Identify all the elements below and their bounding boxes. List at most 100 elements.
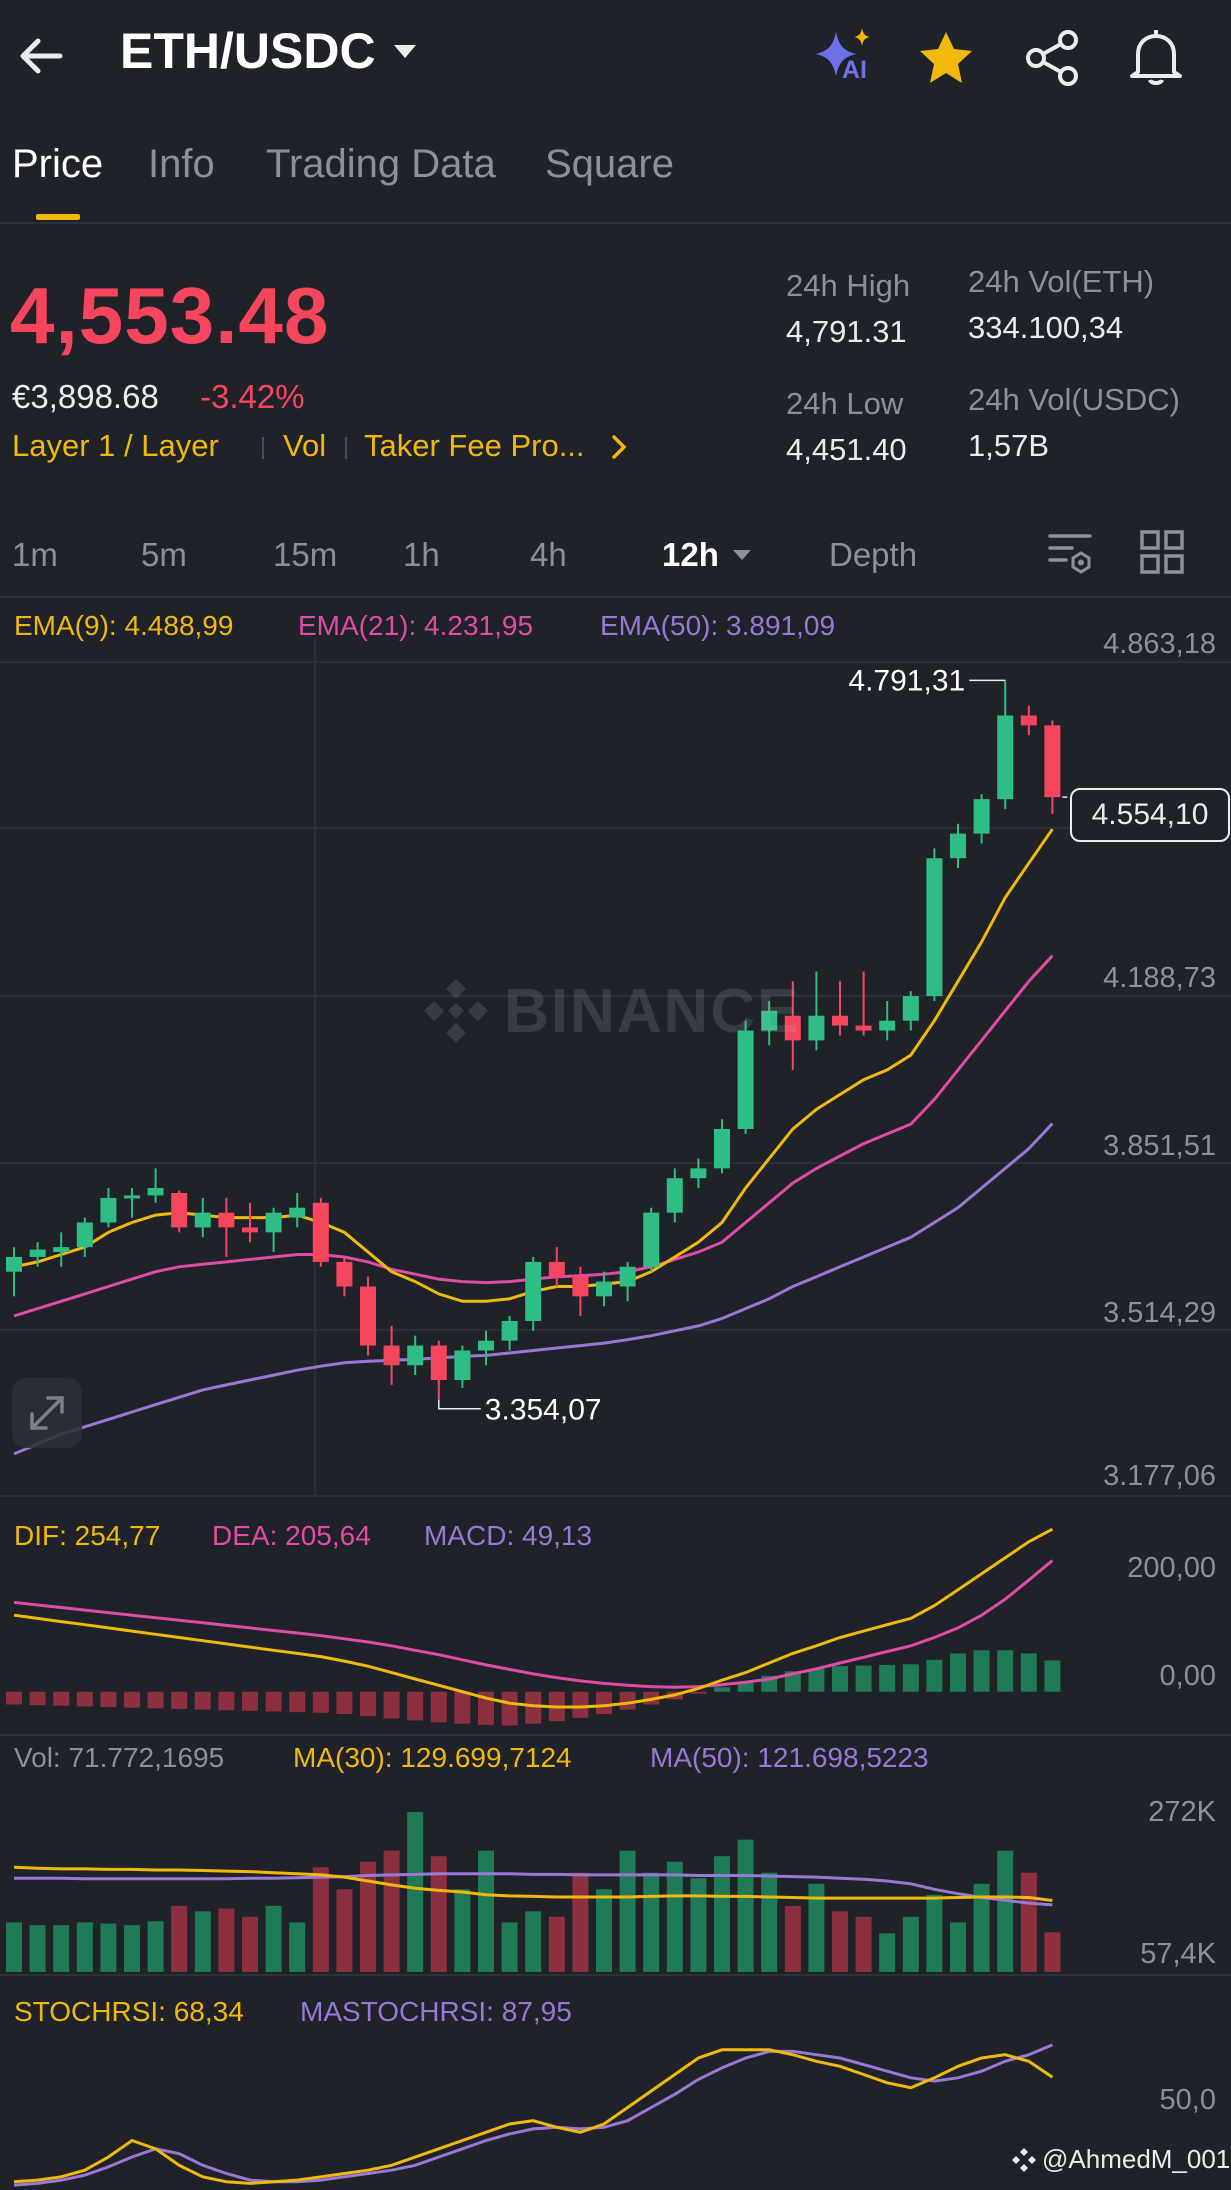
timeframe-15m[interactable]: 15m [273,536,338,573]
candle-body [1020,715,1037,726]
candle-body [289,1207,306,1218]
candle-body [784,1015,801,1041]
candle-body [548,1261,565,1277]
candle-body [360,1286,376,1346]
tag-taker-fee[interactable]: Taker Fee Pro... [364,428,585,463]
layout-button[interactable] [1138,528,1186,576]
stat-high-label: 24h High [786,268,911,303]
timeframe-depth[interactable]: Depth [829,536,918,573]
ma30-value: MA(30): 129.699,7124 [293,1742,572,1773]
volume-bar [950,1922,966,1972]
candle-body [596,1281,612,1297]
macd-histogram-bar [619,1691,636,1710]
ma50-value: MA(50): 121.698,5223 [650,1742,929,1773]
volume-bar [596,1889,612,1972]
favorite-button[interactable] [916,28,976,88]
indicator-settings-button[interactable] [1046,528,1094,576]
tab-square[interactable]: Square [545,142,674,186]
credit-text: @AhmedM_001 [1042,2144,1231,2174]
fiat-price: €3,898.68 [12,378,159,415]
candle-body [383,1345,400,1366]
tab-price[interactable]: Price [12,142,104,186]
star-icon [920,32,972,83]
macd-histogram-bar [926,1659,943,1692]
candle-body [265,1212,282,1233]
volume-bar [926,1894,943,1972]
fullscreen-button[interactable] [12,1378,82,1448]
volume-bar [265,1905,282,1972]
macd-histogram-bar [596,1691,612,1715]
volume-bar [501,1922,518,1972]
volume-bar [478,1850,494,1972]
candle-body [926,858,943,997]
share-icon [1026,30,1078,86]
back-button[interactable] [14,28,70,84]
macd-histogram-bar [1044,1660,1061,1692]
expand-icon [30,1396,64,1430]
binance-mini-icon [1012,2147,1036,2172]
volume-bar [643,1872,660,1972]
last-price-tag[interactable]: 4.554,10 [1070,788,1230,842]
volume-bar [525,1911,542,1972]
share-button[interactable] [1022,28,1082,88]
volume-bar [407,1812,424,1972]
candle-body [666,1178,683,1213]
grid-icon [1140,530,1184,574]
last-price-tag-value: 4.554,10 [1091,798,1209,831]
ema50-value: EMA(50): 3.891,09 [600,610,836,641]
candle-body [29,1249,46,1257]
timeframe-12h-label: 12h [662,536,719,573]
tag-layer[interactable]: Layer 1 / Layer [12,428,219,463]
macd-histogram-bar [430,1691,447,1723]
timeframe-1m[interactable]: 1m [12,536,58,573]
volume-bar [218,1908,235,1972]
candle-body [832,1015,848,1026]
stat-vol-base-value: 334.100,34 [968,310,1124,345]
volume-bar [690,1878,707,1972]
macd-histogram-bar [855,1665,872,1692]
volume-bar [53,1925,70,1972]
ai-sparkle-icon [816,28,870,76]
macd-histogram-bar [997,1650,1014,1692]
timeframe-1h[interactable]: 1h [403,536,440,573]
ma50-line [14,1872,1053,1907]
candle-body [1044,725,1061,798]
dif-value: DIF: 254,77 [14,1520,161,1551]
ema50-line [13,1122,1054,1456]
macd-histogram-bar [124,1691,140,1708]
pair-selector[interactable]: ETH/USDC [120,22,422,80]
macd-histogram-bar [29,1691,46,1706]
macd-histogram-bar [808,1668,825,1692]
ai-button[interactable]: AI [812,26,882,90]
candle-body [525,1261,542,1321]
timeframe-12h[interactable]: 12h [662,536,755,574]
candle-body [53,1247,70,1253]
candle-body [997,715,1014,800]
stat-low-label: 24h Low [786,386,904,421]
tag-separator-2 [345,437,347,459]
tab-info[interactable]: Info [148,142,215,186]
candle-body [76,1222,93,1248]
tab-trading-data[interactable]: Trading Data [266,142,496,186]
tag-vol[interactable]: Vol [283,428,327,463]
candle-body [737,1030,754,1129]
stochrsi-axis-label: 50,0 [1159,2084,1216,2116]
timeframe-5m[interactable]: 5m [141,536,187,573]
volume-bar [312,1867,329,1972]
macd-histogram-bar [194,1691,211,1710]
candle-body [855,1025,872,1031]
volume-bar [194,1911,211,1972]
candle-body [619,1266,636,1287]
volume-bar [383,1850,400,1972]
candle-body [572,1276,589,1297]
high-marker-label: 4.791,31 [848,664,965,697]
volume-bar [1044,1932,1061,1972]
volume-axis-label: 272K [1148,1796,1216,1828]
macd-axis-label: 200,00 [1127,1552,1216,1584]
macd-histogram-bar [147,1691,164,1709]
alert-button[interactable] [1126,26,1186,88]
timeframe-4h[interactable]: 4h [530,536,567,573]
chevron-right-icon[interactable] [607,432,631,462]
price-axis-label: 4.863,18 [1103,628,1216,660]
